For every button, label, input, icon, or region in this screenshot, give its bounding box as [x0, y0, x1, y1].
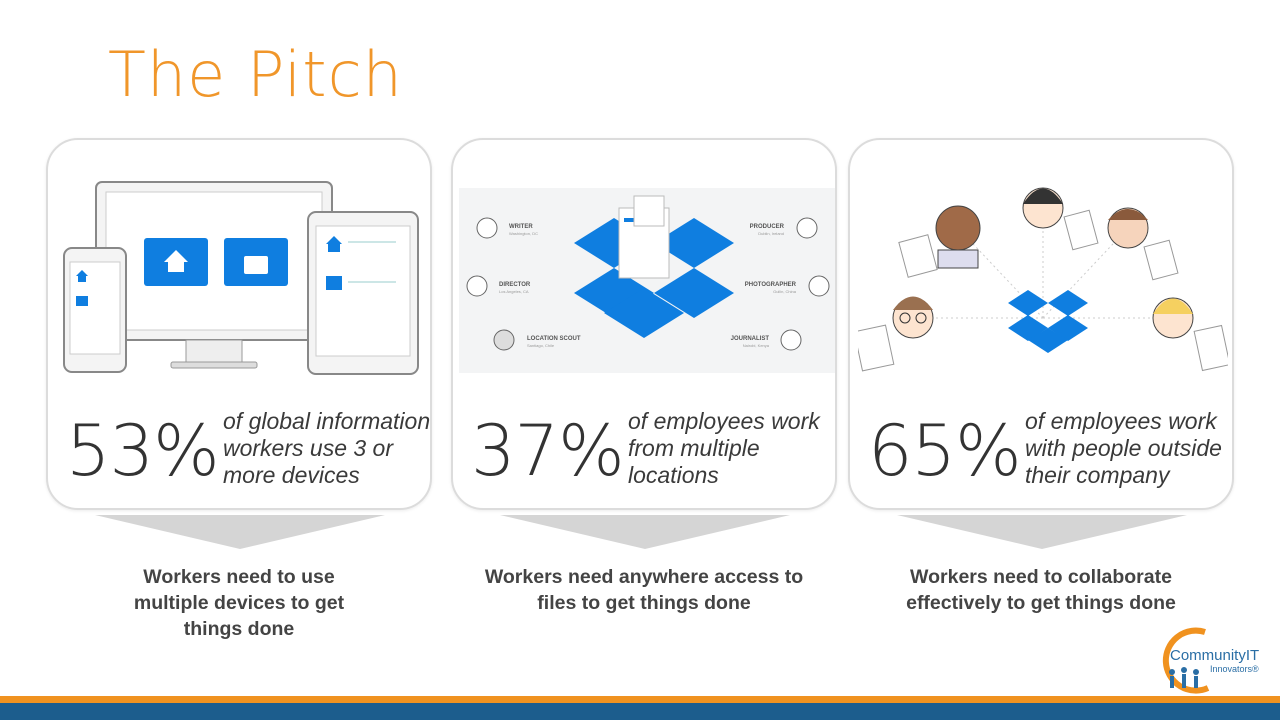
dropbox-locations-illustration: [459, 188, 835, 373]
devices-illustration: [63, 181, 419, 375]
stat-percent: 65%: [868, 410, 1022, 492]
slide-title: The Pitch: [108, 38, 403, 111]
caption-locations: Workers need anywhere access to files to…: [484, 566, 804, 614]
home-folder-icon: [144, 238, 208, 286]
dropbox-logo-icon: [1008, 290, 1088, 353]
people-icon: [1169, 667, 1199, 688]
stat-description: of employees work with people outside th…: [1025, 408, 1222, 488]
svg-text:JOURNALIST: JOURNALIST: [731, 336, 770, 342]
person-avatar-icon: [935, 205, 981, 269]
svg-text:DIRECTOR: DIRECTOR: [499, 282, 531, 288]
person-avatar-icon: [1107, 207, 1149, 249]
person-avatar-icon: [1022, 187, 1064, 229]
briefcase-folder-icon: [224, 238, 288, 286]
stat-description: of employees work from multiple location…: [628, 408, 820, 488]
caption-devices: Workers need to use multiple devices to …: [133, 566, 345, 640]
down-arrow-shape: [897, 515, 1187, 549]
person-avatar-icon: [892, 296, 934, 339]
footer-blue-bar: [0, 703, 1280, 720]
svg-text:WRITER: WRITER: [509, 224, 533, 230]
footer-orange-stripe: [0, 696, 1280, 703]
svg-text:CommunityIT: CommunityIT: [1170, 647, 1259, 664]
svg-text:Guilin, China: Guilin, China: [773, 289, 797, 294]
community-it-logo: CommunityIT Innovators®: [1162, 627, 1259, 694]
stat-card-locations: WRITER Washington, DC DIRECTOR Los Angeles…: [451, 138, 837, 510]
svg-text:Los Angeles, CA: Los Angeles, CA: [499, 289, 529, 294]
stat-card-collaboration: 65% of employees work with people outsid…: [848, 138, 1234, 510]
svg-text:PHOTOGRAPHER: PHOTOGRAPHER: [745, 282, 797, 288]
stat-card-devices: 53% of global information workers use 3 …: [46, 138, 432, 510]
down-arrow-shape: [95, 515, 385, 549]
caption-collaboration: Workers need to collaborate effectively …: [906, 566, 1176, 614]
stat-percent: 37%: [471, 410, 625, 492]
stat-percent: 53%: [66, 410, 220, 492]
down-arrow-shape: [500, 515, 790, 549]
svg-text:Dublin, Ireland: Dublin, Ireland: [758, 231, 784, 236]
svg-text:Santiago, Chile: Santiago, Chile: [527, 343, 555, 348]
svg-text:Nairobi, Kenya: Nairobi, Kenya: [743, 343, 770, 348]
person-avatar-icon: [1152, 297, 1194, 339]
stat-description: of global information workers use 3 or m…: [223, 408, 431, 488]
svg-text:LOCATION SCOUT: LOCATION SCOUT: [527, 336, 581, 342]
collaboration-illustration: [858, 187, 1228, 372]
svg-text:Innovators®: Innovators®: [1210, 664, 1259, 674]
svg-text:PRODUCER: PRODUCER: [750, 224, 785, 230]
svg-text:Washington, DC: Washington, DC: [509, 231, 538, 236]
